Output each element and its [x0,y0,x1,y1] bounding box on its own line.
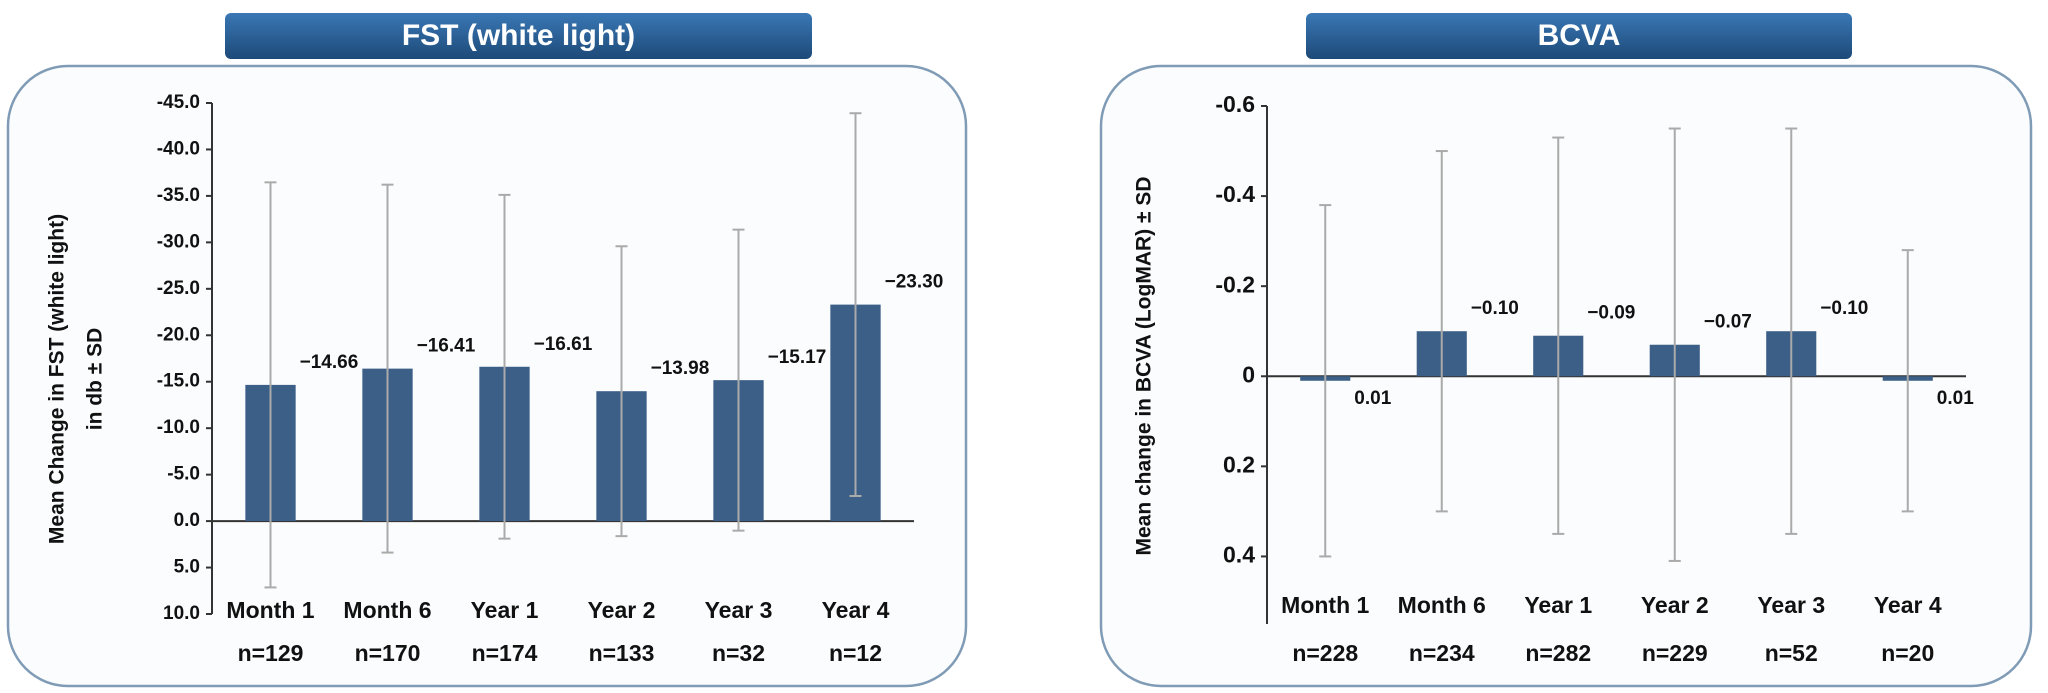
x-tick-label: Month 6 [1398,592,1486,618]
value-label: −0.07 [1704,312,1752,333]
y-tick-label: -35.0 [157,185,200,206]
n-label: n=52 [1765,640,1818,666]
n-label: n=170 [355,640,421,666]
x-tick-label: Year 4 [822,597,890,623]
n-label: n=20 [1881,640,1934,666]
y-tick-label: 5.0 [174,557,200,578]
y-tick-label: 0.0 [174,510,200,531]
y-tick-label: -30.0 [157,231,200,252]
y-tick-label: 0.4 [1223,542,1255,568]
x-tick-label: Year 1 [1524,592,1592,618]
n-label: n=228 [1292,640,1358,666]
title-banner [1306,13,1852,59]
x-tick-label: Year 3 [705,597,773,623]
y-tick-label: -0.2 [1215,271,1255,297]
y-tick-label: 0 [1242,361,1255,387]
y-axis-label: Mean Change in FST (white light) [46,214,69,544]
y-tick-label: 0.2 [1223,451,1255,477]
chart-title: BCVA [1538,19,1621,52]
y-tick-label: -45.0 [157,92,200,113]
n-label: n=12 [829,640,882,666]
value-label: −23.30 [885,272,944,293]
value-label: 0.01 [1937,388,1974,409]
n-label: n=282 [1525,640,1591,666]
y-tick-label: -25.0 [157,278,200,299]
y-tick-label: 10.0 [163,603,200,624]
value-label: −0.10 [1471,298,1519,319]
x-tick-label: Month 1 [226,597,314,623]
x-tick-label: Year 1 [471,597,539,623]
n-label: n=234 [1409,640,1475,666]
n-label: n=133 [589,640,655,666]
x-tick-label: Month 1 [1281,592,1369,618]
y-tick-label: -0.4 [1215,181,1255,207]
title-banner [225,13,812,59]
x-tick-label: Year 2 [1641,592,1709,618]
value-label: −14.66 [300,352,359,373]
value-label: −16.41 [417,336,476,357]
chart-title: FST (white light) [402,19,635,52]
n-label: n=229 [1642,640,1708,666]
value-label: −15.17 [768,347,827,368]
x-tick-label: Year 4 [1874,592,1942,618]
y-tick-label: -0.6 [1215,91,1255,117]
value-label: −0.10 [1820,298,1868,319]
y-tick-label: -5.0 [167,464,200,485]
y-tick-label: -10.0 [157,417,200,438]
x-tick-label: Year 3 [1757,592,1825,618]
y-tick-label: -20.0 [157,324,200,345]
value-label: −16.61 [534,334,593,355]
value-label: −13.98 [651,358,710,379]
n-label: n=129 [238,640,304,666]
y-tick-label: -40.0 [157,138,200,159]
y-axis-label: Mean change in BCVA (LogMAR) ± SD [1133,176,1156,555]
y-tick-label: -15.0 [157,371,200,392]
n-label: n=32 [712,640,765,666]
x-tick-label: Month 6 [343,597,431,623]
y-axis-label: in db ± SD [84,328,107,431]
x-tick-label: Year 2 [588,597,656,623]
value-label: −0.09 [1587,303,1635,324]
n-label: n=174 [472,640,538,666]
value-label: 0.01 [1354,388,1391,409]
